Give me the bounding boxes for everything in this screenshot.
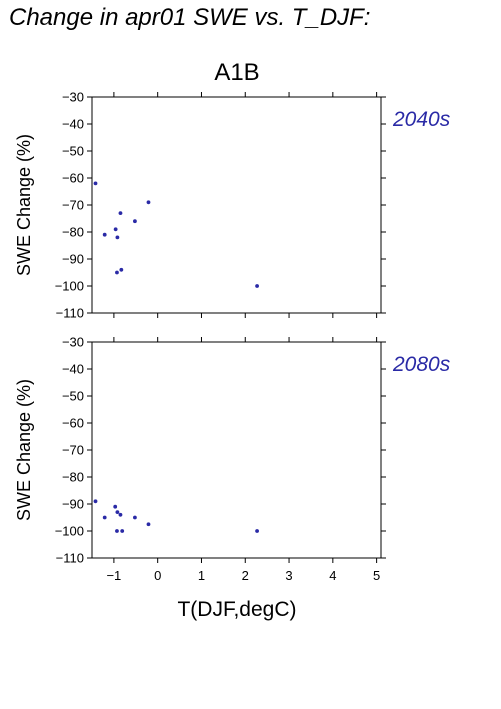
x-tick-label: 0 [154, 568, 161, 583]
data-point [113, 504, 118, 509]
y-tick-label: −90 [62, 497, 84, 512]
data-point [118, 512, 123, 517]
data-point [115, 270, 119, 275]
data-point [115, 529, 119, 533]
data-point [115, 510, 120, 514]
y-tick-label: −30 [62, 335, 84, 350]
y-tick-label: −70 [62, 443, 84, 458]
data-point [113, 227, 118, 232]
data-point [102, 515, 107, 520]
y-tick-label: −80 [62, 225, 84, 240]
y-axis-title: SWE Change (%) [14, 379, 34, 521]
y-tick-label: −90 [62, 252, 84, 267]
x-tick-label: 2 [242, 568, 249, 583]
data-point [255, 529, 259, 533]
data-point [146, 522, 151, 527]
x-tick-label: 5 [373, 568, 380, 583]
y-tick-label: −40 [62, 117, 84, 132]
panel-2040s: −30 −40 −50 −60 −70 −80 −90 −100 −110 SWE Change … [14, 90, 451, 321]
period-label: 2080s [392, 353, 451, 376]
y-tick-label: −110 [56, 551, 84, 566]
x-tick-label: 4 [329, 568, 336, 583]
data-point [255, 284, 259, 288]
data-point [115, 235, 120, 240]
y-tick-label: −50 [62, 144, 84, 159]
data-point [146, 200, 151, 205]
data-point [133, 219, 137, 224]
y-tick-label: −30 [62, 90, 84, 105]
panel-2080s: −30 −40 −50 −60 −70 −80 −90 −100 −110 −1 0 1 2 3 4 5 SWE… [14, 335, 451, 584]
x-tick-label: 1 [198, 568, 205, 583]
data-point [102, 232, 107, 237]
y-tick-label: −100 [55, 524, 84, 539]
data-point [120, 529, 125, 533]
y-tick-label: −70 [62, 198, 84, 213]
y-tick-label: −60 [62, 416, 84, 431]
data-point [119, 267, 124, 272]
y-axis-title: SWE Change (%) [14, 134, 34, 276]
data-point [93, 181, 98, 186]
data-point [93, 499, 98, 504]
x-axis-title: T(DJF,degC) [177, 598, 296, 621]
y-tick-label: −100 [55, 279, 84, 294]
y-tick-label: −40 [62, 362, 84, 377]
y-tick-label: −110 [56, 306, 84, 321]
plot-frame [91, 341, 382, 559]
period-label: 2040s [392, 108, 451, 131]
x-tick-label: −1 [106, 568, 121, 583]
scenario-title: A1B [214, 59, 259, 86]
y-tick-label: −50 [62, 389, 84, 404]
data-point [118, 211, 123, 216]
y-tick-label: −60 [62, 171, 84, 186]
figure-header: Change in apr01 SWE vs. T_DJF: [9, 4, 371, 31]
y-tick-label: −80 [62, 470, 84, 485]
x-tick-label: 3 [285, 568, 292, 583]
plot-frame [91, 96, 382, 314]
data-point [133, 515, 137, 520]
